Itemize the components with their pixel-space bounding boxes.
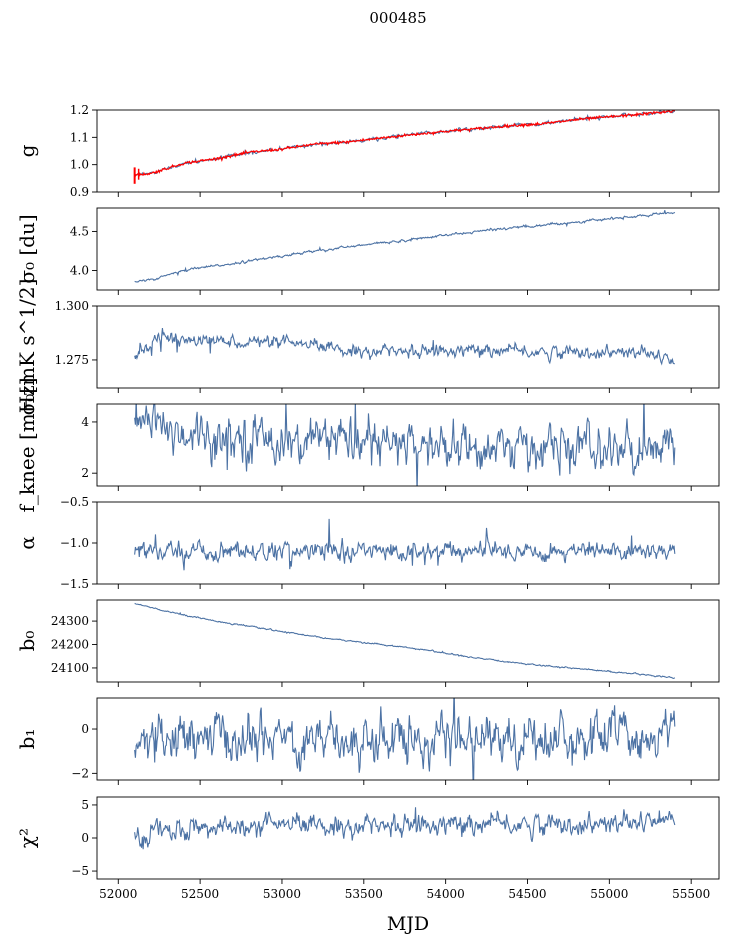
x-tick-label: 52500: [181, 887, 219, 901]
panels: 0.9 1.0 1.1 1.2 g 4.0 4.5 σ₀ [du] 1.275 1.300 σ₀[m…: [15, 103, 720, 901]
y-tick-label: −1.5: [60, 577, 89, 591]
series-line: [134, 327, 675, 366]
y-tick-label: 24300: [51, 614, 89, 628]
series-line: [134, 404, 676, 486]
panel-2: 4.0 4.5 σ₀ [du]: [15, 207, 720, 295]
y-axis-label: b₀: [15, 631, 39, 652]
panel-1: 0.9 1.0 1.1 1.2 g: [15, 103, 720, 199]
y-tick-label: 1.300: [55, 299, 89, 313]
panel-frame: [96, 599, 720, 683]
x-tick-label: 55000: [590, 887, 628, 901]
y-axis-label: σ₀[mK s^1/2]: [15, 279, 39, 416]
y-tick-label: 4.0: [70, 263, 89, 277]
panel-frame: [96, 109, 720, 193]
panel-frame: [96, 501, 720, 585]
panel-frame: [96, 207, 720, 291]
y-tick-label: −0.5: [60, 495, 89, 509]
series-line: [134, 210, 676, 283]
panel-7: −2 0 b₁: [15, 697, 720, 785]
y-tick-label: 1.2: [70, 103, 89, 117]
x-tick-label: 54500: [508, 887, 546, 901]
y-tick-label: −1.0: [60, 536, 89, 550]
y-tick-label: −2: [71, 766, 89, 780]
panel-4: 2 4 f_knee [mHz]: [15, 378, 720, 513]
panel-5: −1.5 −1.0 −0.5 α: [15, 495, 720, 591]
y-tick-label: 0.9: [70, 185, 89, 199]
panel-6: 24100 24200 24300 b₀: [15, 599, 720, 687]
y-tick-label: −5: [71, 864, 89, 878]
panel-frame: [96, 796, 720, 880]
series-line: [134, 602, 676, 679]
series-line: [134, 807, 676, 850]
y-tick-label: 1.275: [55, 353, 89, 367]
series-line: [134, 518, 676, 571]
y-axis-label: g: [15, 144, 39, 157]
x-axis-label: MJD: [387, 913, 429, 935]
y-tick-label: 24200: [51, 638, 89, 652]
panel-frame: [96, 403, 720, 487]
figure-title: 000485: [369, 9, 426, 27]
y-tick-label: 2: [81, 466, 89, 480]
y-axis-label: f_knee [mHz]: [15, 378, 39, 513]
x-tick-label: 53500: [345, 887, 383, 901]
y-tick-label: 24100: [51, 661, 89, 675]
x-tick-label: 53000: [263, 887, 301, 901]
y-axis-label: σ₀ [du]: [15, 214, 39, 283]
y-tick-label: 4.5: [70, 224, 89, 238]
y-tick-label: 5: [81, 798, 89, 812]
panel-frame: [96, 697, 720, 781]
x-tick-label: 55500: [672, 887, 710, 901]
y-axis-label: b₁: [15, 729, 39, 750]
y-tick-label: 0: [81, 831, 89, 845]
y-tick-label: 1.1: [70, 130, 89, 144]
y-tick-label: 0: [81, 722, 89, 736]
panel-frame: [96, 305, 720, 389]
x-tick-label: 52000: [99, 887, 137, 901]
series-line: [134, 698, 676, 780]
series-line: [134, 110, 675, 176]
y-tick-label: 4: [81, 415, 89, 429]
y-axis-label: χ²: [15, 828, 39, 848]
y-tick-label: 1.0: [70, 158, 89, 172]
fit-overlay-line: [134, 110, 676, 178]
panel-3: 1.275 1.300 σ₀[mK s^1/2]: [15, 279, 720, 416]
x-tick-label: 54000: [427, 887, 465, 901]
panel-8: −5 0 5 52000 52500 53000 53500 54000 54500 55000 5…: [15, 796, 720, 901]
y-axis-label: α: [15, 536, 39, 550]
